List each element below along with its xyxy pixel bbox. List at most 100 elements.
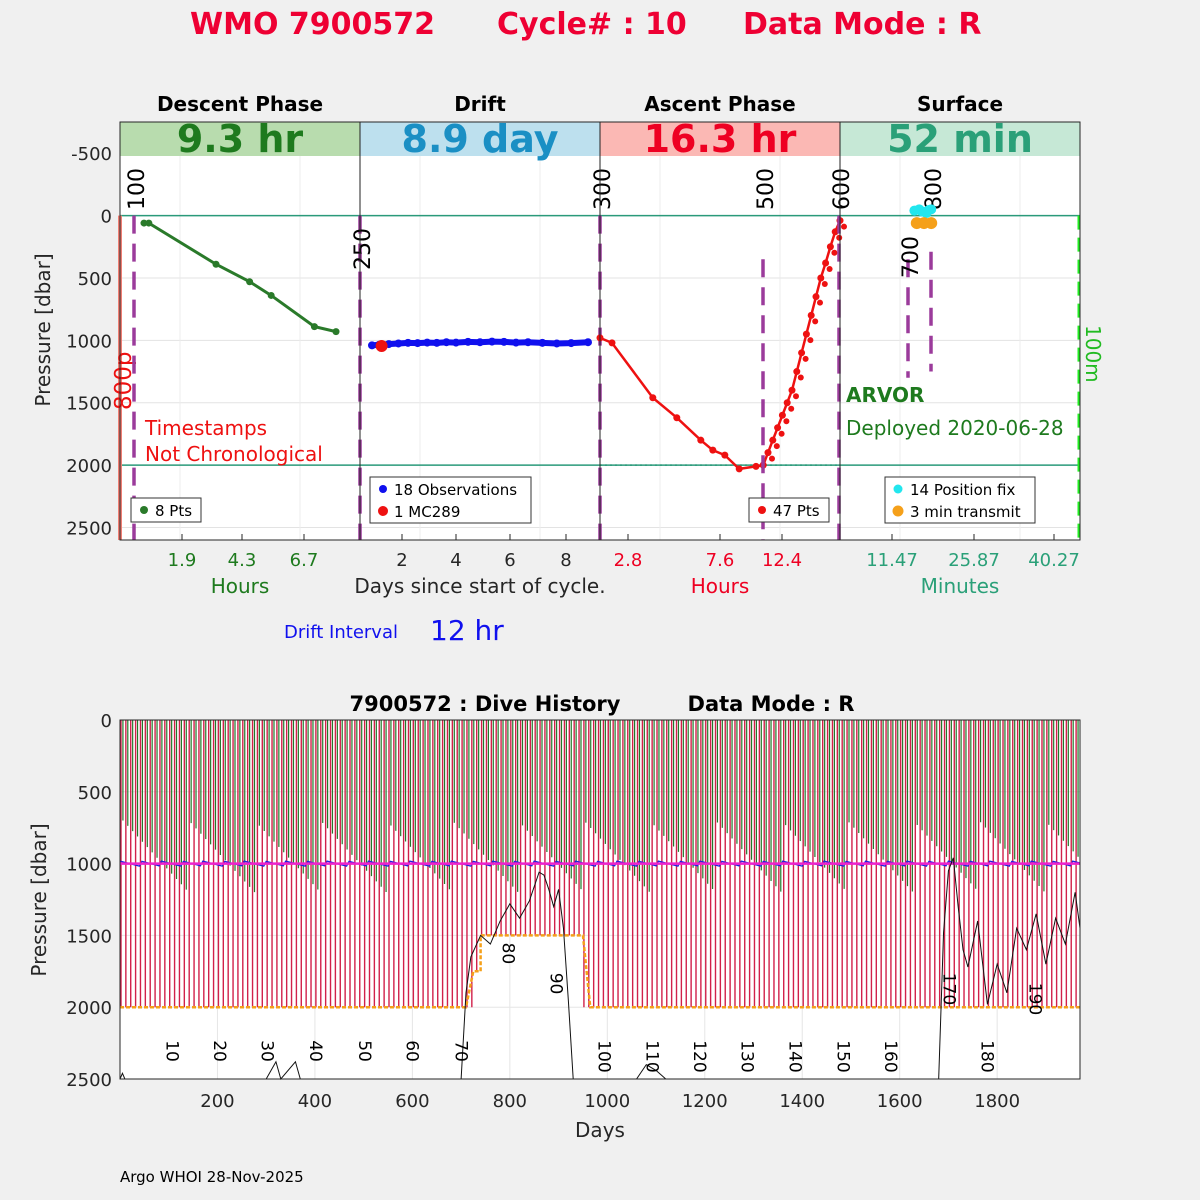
top-xtick-label: 1.9 — [168, 550, 197, 571]
descent-point — [332, 328, 340, 336]
phase-band-drift — [360, 122, 600, 156]
ascent-point — [769, 436, 777, 444]
cycle-number-label: 60 — [402, 1040, 422, 1062]
ascent-point — [793, 393, 799, 400]
ascent-point — [752, 462, 760, 470]
profile-depth-line — [120, 934, 1080, 1009]
history-xtick-label: 1400 — [779, 1091, 825, 1112]
drift-point — [488, 337, 496, 346]
drift-point — [442, 338, 451, 347]
top-xlabel: Days since start of cycle. — [354, 574, 605, 598]
history-xtick-label: 1000 — [584, 1091, 630, 1112]
ascent-point — [807, 337, 814, 344]
drift-point — [512, 338, 520, 347]
descent-point — [310, 323, 318, 331]
pressure-marker-label: 700 — [899, 236, 924, 278]
ascent-legend-label: 47 Pts — [773, 502, 820, 520]
drift-point — [476, 338, 484, 347]
top-ytick-label: 500 — [78, 269, 112, 290]
cycle-number-label: 170 — [939, 973, 959, 1005]
drift-point — [413, 339, 422, 348]
ascent-point — [709, 446, 717, 454]
descent-point — [246, 278, 254, 286]
top-ytick-label: 1500 — [66, 394, 112, 415]
ascent-point — [778, 411, 786, 419]
top-ylabel: Pressure [dbar] — [31, 253, 55, 406]
title-wmo: WMO 7900572 — [190, 7, 435, 42]
pressure-marker-label: 100 — [125, 168, 150, 210]
history-mode: Data Mode : R — [688, 692, 855, 716]
phase-title-surface: Surface — [917, 92, 1003, 116]
ascent-point — [793, 368, 801, 376]
surface-legend-box — [884, 476, 1036, 524]
top-xtick-label: 40.27 — [1028, 550, 1080, 571]
ascent-point — [821, 280, 828, 287]
descent-point — [267, 291, 275, 299]
drift-legend-box — [369, 476, 532, 524]
top-ytick-label: -500 — [71, 144, 112, 165]
drift-point — [423, 338, 432, 347]
phase-band-surface — [840, 122, 1080, 156]
drift-legend-mc289: 1 MC289 — [394, 503, 460, 521]
cycle-number-label: 70 — [450, 1040, 470, 1062]
top-xtick-label: 2.8 — [614, 550, 643, 571]
drift-legend-observations: 18 Observations — [394, 481, 517, 499]
phase-title-drift: Drift — [454, 92, 506, 116]
ascent-point — [773, 443, 780, 450]
title-cycle: Cycle# : 10 — [497, 7, 687, 42]
top-xtick-label: 11.47 — [866, 550, 918, 571]
surface-legend-marker-transmit — [892, 505, 904, 517]
descent-legend-label: 8 Pts — [155, 502, 192, 520]
surface-legend-transmit: 3 min transmit — [910, 503, 1021, 521]
phase-duration-drift: 8.9 day — [402, 117, 559, 161]
drift-legend-marker-obs — [379, 485, 387, 493]
cycle-number-label: 110 — [641, 1040, 661, 1072]
ascent-point — [764, 449, 772, 457]
surface-position-fix — [916, 206, 927, 217]
drift-interval-value: 12 hr — [430, 614, 504, 647]
descent-legend-marker — [140, 506, 148, 514]
ascent-point — [774, 424, 782, 432]
ascent-point — [831, 228, 839, 236]
descent-point — [140, 219, 148, 227]
history-ylabel: Pressure [dbar] — [27, 823, 51, 976]
ascent-point — [788, 386, 796, 394]
deployed-date: Deployed 2020-06-28 — [846, 416, 1064, 440]
ascent-point — [797, 374, 804, 381]
top-axes-box — [119, 121, 1081, 541]
note-not-chronological: Not Chronological — [145, 442, 323, 466]
top-xtick-label: 25.87 — [948, 550, 1000, 571]
ascent-point — [826, 265, 833, 272]
history-xtick-label: 200 — [200, 1091, 234, 1112]
ascent-point — [783, 418, 790, 425]
ascent-point — [822, 259, 830, 267]
pressure-marker-label: 600 — [830, 168, 855, 210]
drift-point — [404, 338, 412, 347]
surface-right-marker-label: 100m — [1081, 325, 1105, 383]
ascent-point — [812, 318, 819, 325]
pressure-marker-label: 500 — [754, 168, 779, 210]
phase-unit-surface: Minutes — [921, 574, 1000, 598]
ascent-point — [788, 405, 795, 412]
ascent-point — [836, 234, 843, 241]
top-xtick-label: 2 — [396, 550, 407, 571]
phase-duration-ascent: 16.3 hr — [644, 117, 797, 161]
phase-band-ascent — [600, 122, 840, 156]
ascent-point — [649, 394, 657, 402]
cycle-number-label: 40 — [305, 1040, 325, 1062]
history-ytick-label: 500 — [78, 783, 112, 804]
phase-title-ascent: Ascent Phase — [644, 92, 795, 116]
cycle-number-label: 140 — [785, 1040, 805, 1072]
descent-point — [145, 219, 153, 227]
ascent-point — [721, 451, 729, 459]
phase-band-descent — [120, 122, 360, 156]
history-xtick-label: 800 — [493, 1091, 527, 1112]
drift-point — [567, 339, 576, 348]
ascent-point — [608, 339, 616, 347]
drift-interval-label: Drift Interval — [284, 622, 398, 643]
pressure-marker-label: 250 — [351, 228, 376, 270]
top-xtick-label: 12.4 — [762, 550, 802, 571]
drift-legend-marker-mc — [378, 506, 388, 516]
float-type: ARVOR — [846, 383, 924, 407]
